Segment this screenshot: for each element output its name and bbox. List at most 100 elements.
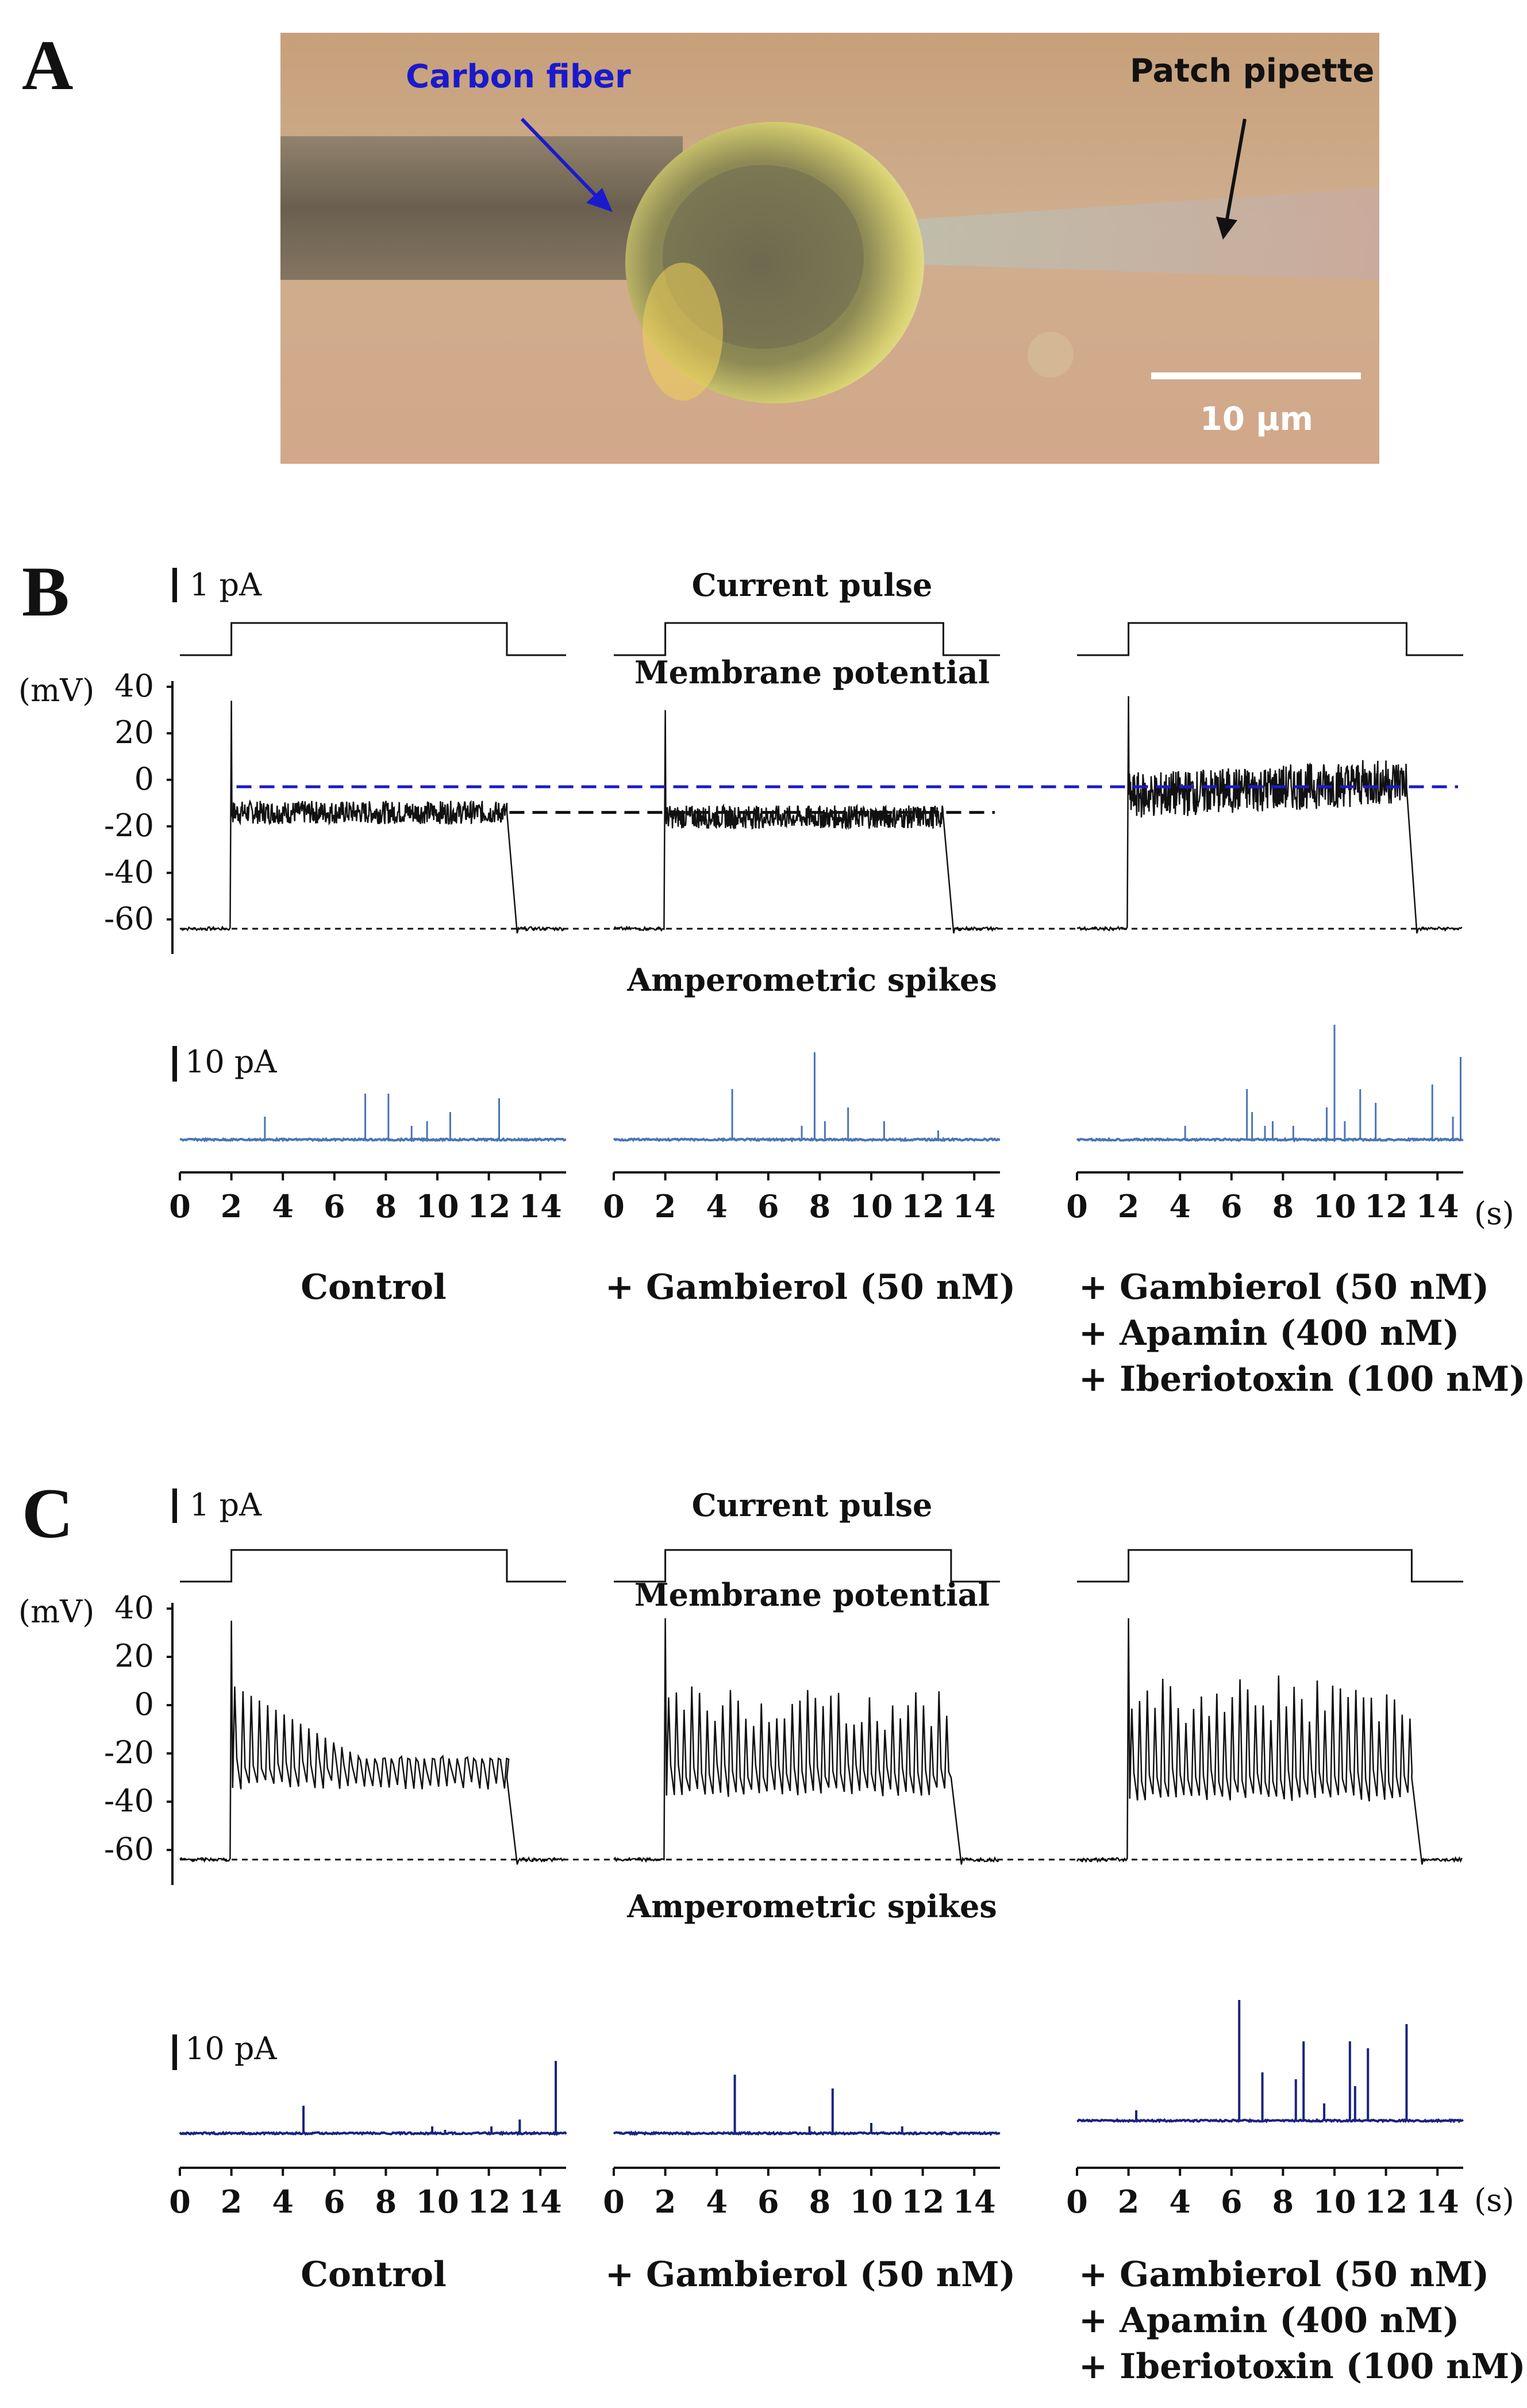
b-time-tick-label: 6	[757, 1188, 779, 1225]
c-current-pulse-title: Current pulse	[691, 1487, 933, 1524]
b-current-pulse-1	[180, 622, 566, 656]
c-time-tick-label: 12	[1364, 2183, 1408, 2220]
b-time-tick-label: 4	[706, 1188, 728, 1225]
b-voltage-tick-label: 0	[134, 760, 154, 797]
c-amp-baseline-2	[613, 2130, 1001, 2136]
b-current-scale-label: 1 pA	[190, 567, 262, 603]
c-time-unit: (s)	[1474, 2182, 1514, 2218]
b-current-pulse-3	[1077, 622, 1463, 656]
c-time-tick-label: 4	[1169, 2183, 1191, 2220]
patch-pipette-arrowhead	[1216, 217, 1237, 240]
b-time-tick-label: 12	[1364, 1188, 1408, 1225]
b-amperometric-title: Amperometric spikes	[627, 961, 997, 998]
b-time-tick-label: 8	[809, 1188, 831, 1225]
b-amp-baseline-2	[613, 1136, 1001, 1143]
c-time-tick-label: 6	[324, 2183, 345, 2220]
b-condition-3-line-2: + Apamin (400 nM)	[1079, 1313, 1460, 1353]
b-time-tick-label: 2	[220, 1188, 243, 1225]
c-time-tick-label: 14	[952, 2183, 996, 2220]
c-membrane-title: Membrane potential	[634, 1576, 990, 1613]
b-voltage-tick-label: -60	[104, 900, 154, 937]
b-amp-baseline-3	[1076, 1137, 1464, 1143]
c-time-tick-label: 6	[1221, 2183, 1243, 2220]
c-time-tick-label: 10	[1313, 2183, 1356, 2220]
b-time-tick-label: 12	[467, 1188, 511, 1225]
c-time-tick-label: 12	[901, 2183, 945, 2220]
b-amp-baseline-1	[179, 1137, 567, 1143]
b-time-tick-label: 2	[654, 1188, 676, 1225]
scale-bar	[1151, 372, 1361, 379]
b-time-tick-label: 8	[1272, 1188, 1294, 1225]
c-amp-scale-bar	[172, 2034, 177, 2070]
c-time-tick-label: 0	[169, 2183, 191, 2220]
b-voltage-tick-label: 40	[114, 668, 154, 704]
c-current-pulse-1	[180, 1549, 566, 1583]
c-condition-3-line-3: + Iberiotoxin (100 nM)	[1079, 2347, 1526, 2387]
b-time-tick-label: 14	[952, 1188, 996, 1225]
c-time-tick-label: 10	[416, 2183, 459, 2220]
b-condition-3-line-1: + Gambierol (50 nM)	[1079, 1267, 1490, 1307]
b-time-tick-label: 0	[603, 1188, 625, 1225]
c-voltage-tick-label: 20	[114, 1638, 154, 1674]
b-condition-3-line-3: + Iberiotoxin (100 nM)	[1079, 1359, 1526, 1399]
c-time-tick-label: 4	[272, 2183, 294, 2220]
c-amperometric-title: Amperometric spikes	[627, 1888, 997, 1925]
c-condition-3-line-2: + Apamin (400 nM)	[1079, 2301, 1460, 2341]
b-condition-2: + Gambierol (50 nM)	[605, 1267, 1016, 1307]
c-membrane-trace-1	[179, 1620, 566, 1865]
b-current-scale-bar	[172, 568, 177, 602]
c-voltage-tick-label: -40	[104, 1783, 154, 1819]
panel-c-letter: C	[22, 1474, 74, 1553]
c-time-tick-label: 8	[375, 2183, 397, 2220]
c-voltage-tick-label: -60	[104, 1831, 154, 1867]
b-time-tick-label: 6	[1221, 1188, 1243, 1225]
b-time-tick-label: 10	[849, 1188, 893, 1225]
c-mv-unit: (mV)	[18, 1594, 95, 1630]
b-voltage-tick-label: -40	[104, 853, 154, 890]
b-time-tick-label: 2	[1117, 1188, 1140, 1225]
c-condition-1: Control	[301, 2255, 447, 2295]
b-amp-scale-bar	[172, 1046, 177, 1082]
c-time-tick-label: 4	[706, 2183, 728, 2220]
c-condition-2: + Gambierol (50 nM)	[605, 2255, 1016, 2295]
b-time-tick-label: 12	[901, 1188, 945, 1225]
b-membrane-trace-3	[1076, 696, 1463, 934]
b-time-tick-label: 4	[272, 1188, 294, 1225]
carbon-fiber-arrowhead	[586, 188, 613, 212]
c-membrane-trace-3	[1076, 1618, 1463, 1865]
c-amp-baseline-1	[179, 2130, 567, 2137]
c-current-scale-bar	[172, 1488, 177, 1523]
c-time-tick-label: 10	[849, 2183, 893, 2220]
carbon-fiber-arrow	[520, 117, 601, 201]
b-membrane-title: Membrane potential	[634, 654, 990, 691]
b-current-pulse-2	[614, 622, 1000, 656]
c-current-pulse-2	[614, 1549, 1000, 1583]
c-voltage-tick-label: -20	[104, 1734, 154, 1771]
b-amp-scale-label: 10 pA	[185, 1044, 277, 1080]
patch-pipette-arrow	[1225, 118, 1247, 223]
c-time-tick-label: 0	[1066, 2183, 1088, 2220]
b-time-tick-label: 0	[169, 1188, 191, 1225]
c-condition-3: + Gambierol (50 nM) + Apamin (400 nM) + …	[1079, 2252, 1526, 2390]
b-time-tick-label: 10	[1313, 1188, 1356, 1225]
carbon-fiber-label: Carbon fiber	[406, 58, 631, 95]
b-current-pulse-title: Current pulse	[691, 567, 933, 603]
c-time-tick-label: 14	[1416, 2183, 1459, 2220]
micrograph-image: Carbon fiber Patch pipette 10 μm	[280, 33, 1379, 464]
c-time-tick-label: 0	[603, 2183, 625, 2220]
c-time-tick-label: 2	[654, 2183, 676, 2220]
b-membrane-trace-2	[613, 710, 999, 934]
b-condition-3: + Gambierol (50 nM) + Apamin (400 nM) + …	[1079, 1264, 1526, 1402]
c-time-tick-label: 2	[220, 2183, 243, 2220]
b-condition-1: Control	[301, 1267, 447, 1307]
b-time-tick-label: 0	[1066, 1188, 1088, 1225]
c-time-tick-label: 6	[757, 2183, 779, 2220]
b-time-tick-label: 14	[518, 1188, 562, 1225]
c-condition-3-line-1: + Gambierol (50 nM)	[1079, 2255, 1490, 2295]
scale-bar-label: 10 μm	[1200, 401, 1313, 438]
b-voltage-tick-label: 20	[114, 714, 154, 751]
c-current-pulse-3	[1077, 1549, 1463, 1583]
b-time-tick-label: 8	[375, 1188, 397, 1225]
c-amp-scale-label: 10 pA	[185, 2030, 277, 2067]
c-voltage-tick-label: 0	[134, 1686, 154, 1722]
